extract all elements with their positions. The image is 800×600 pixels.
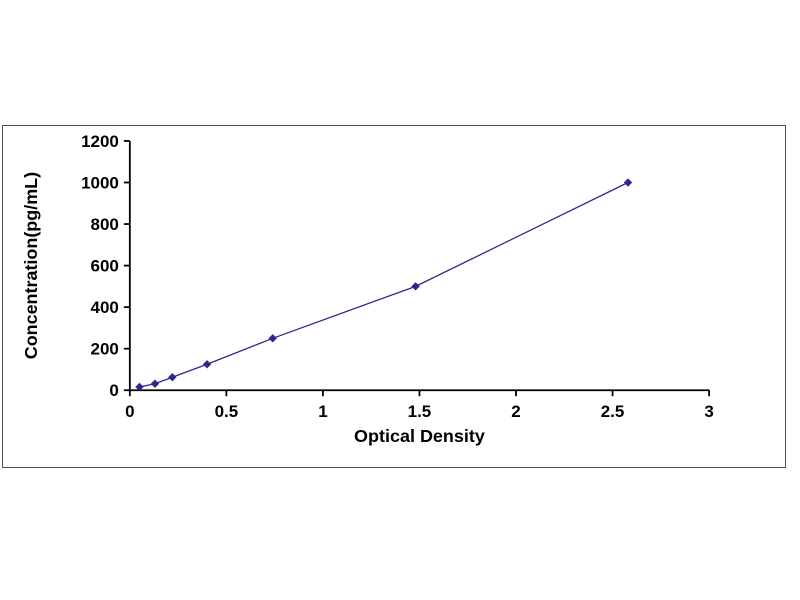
data-point-marker bbox=[268, 334, 277, 343]
series-line bbox=[139, 181, 629, 388]
data-point-marker bbox=[135, 382, 144, 392]
y-axis-title: Concentration(pg/mL) bbox=[21, 172, 41, 359]
x-axis-title: Optical Density bbox=[354, 426, 485, 446]
x-tick-label: 2 bbox=[511, 402, 520, 421]
data-point-marker bbox=[168, 373, 177, 382]
x-tick-label: 2.5 bbox=[601, 402, 625, 421]
x-tick-label: 3 bbox=[704, 402, 713, 421]
y-tick-label: 200 bbox=[91, 340, 119, 359]
y-tick-label: 1000 bbox=[81, 173, 119, 192]
standard-curve-chart: 0 0.5 1 1.5 2 2.5 3 0 200 400 600 800 1000 1200 Optic… bbox=[21, 132, 714, 446]
data-point-marker bbox=[623, 178, 633, 187]
y-tick-label: 800 bbox=[91, 215, 119, 234]
y-tick-label: 1200 bbox=[81, 132, 119, 151]
y-tick-label: 400 bbox=[91, 298, 119, 317]
chart-frame: 0 0.5 1 1.5 2 2.5 3 0 200 400 600 800 1000 1200 Optic… bbox=[2, 125, 786, 468]
x-tick-label: 0 bbox=[125, 402, 134, 421]
y-tick-label: 0 bbox=[109, 381, 118, 400]
x-tick-label: 1.5 bbox=[408, 402, 432, 421]
y-tick-label: 600 bbox=[91, 257, 119, 276]
chart-generated-layer: 0 0.5 1 1.5 2 2.5 3 0 200 400 600 800 1000 1200 bbox=[81, 132, 714, 421]
x-tick-label: 1 bbox=[318, 402, 327, 421]
data-point-marker bbox=[150, 379, 160, 388]
data-point-marker bbox=[202, 360, 212, 369]
data-point-marker bbox=[411, 282, 420, 291]
x-tick-label: 0.5 bbox=[215, 402, 239, 421]
